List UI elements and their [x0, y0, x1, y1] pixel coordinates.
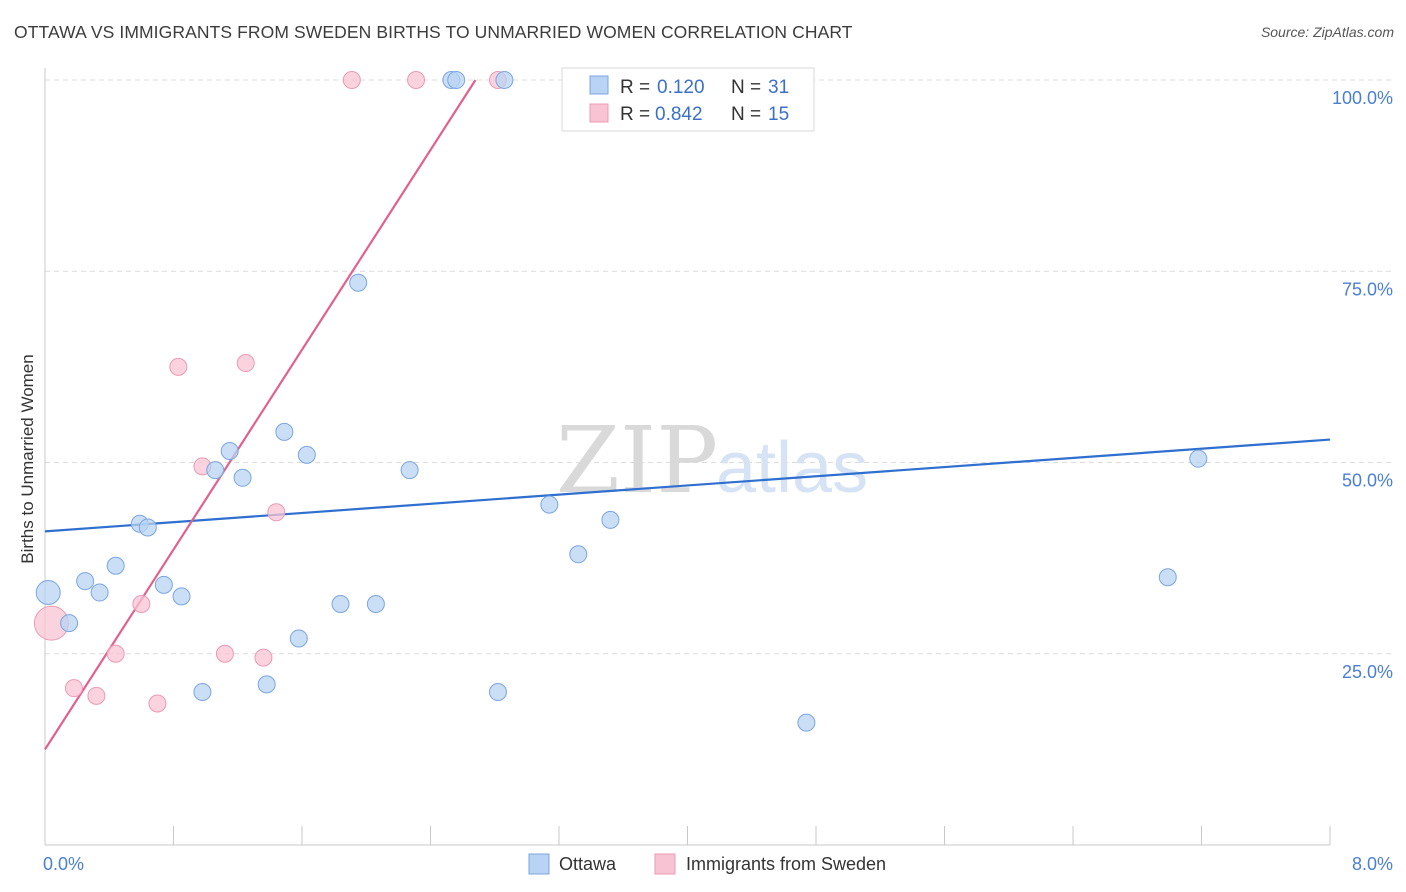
legend-swatch-ottawa	[589, 75, 609, 95]
x-axis-ticks	[44, 826, 1331, 845]
point-ottawa	[35, 580, 61, 606]
point-ottawa	[193, 683, 212, 701]
y-tick-label: 50.0%	[1342, 471, 1393, 491]
point-ottawa	[447, 71, 466, 89]
point-sweden	[169, 357, 188, 376]
point-ottawa	[400, 461, 419, 480]
y-tick-labels: 25.0% 50.0% 75.0% 100.0%	[1332, 88, 1393, 682]
point-ottawa	[206, 461, 225, 480]
point-sweden	[148, 694, 167, 713]
point-ottawa	[138, 518, 157, 537]
trend-lines	[44, 79, 1331, 750]
point-ottawa	[154, 575, 173, 594]
watermark-atlas: atlas	[716, 428, 868, 508]
y-tick-label: 25.0%	[1342, 662, 1393, 682]
point-ottawa	[106, 556, 125, 575]
source-label: Source: ZipAtlas.com	[1260, 24, 1394, 40]
y-tick-label: 75.0%	[1342, 279, 1393, 299]
point-sweden	[407, 71, 426, 89]
bottom-legend-label-sweden: Immigrants from Sweden	[686, 854, 886, 874]
point-ottawa	[220, 442, 239, 461]
legend-r-value-ottawa: 0.120	[657, 77, 705, 98]
point-sweden	[132, 595, 151, 614]
y-tick-label: 100.0%	[1332, 88, 1393, 108]
bottom-legend-swatch-ottawa	[528, 853, 550, 875]
point-sweden	[236, 354, 255, 373]
bottom-legend-label-ottawa: Ottawa	[559, 854, 617, 874]
point-ottawa	[233, 468, 252, 487]
series-legend: Ottawa Immigrants from Sweden	[528, 853, 886, 875]
legend-n-label-ottawa: N =	[731, 77, 761, 98]
legend-n-value-sweden: 15	[768, 104, 789, 125]
point-ottawa	[289, 629, 308, 648]
point-sweden	[342, 71, 361, 89]
point-ottawa	[540, 495, 559, 514]
point-ottawa	[275, 422, 294, 441]
point-ottawa	[331, 595, 350, 614]
point-ottawa	[60, 614, 79, 633]
point-ottawa	[569, 545, 588, 564]
trend-line-sweden	[44, 79, 477, 750]
point-ottawa	[488, 683, 507, 701]
x-tick-label-min: 0.0%	[43, 854, 84, 874]
point-ottawa	[90, 583, 109, 602]
point-ottawa	[601, 510, 620, 529]
legend-r-label-ottawa: R =	[620, 77, 650, 98]
trend-line-ottawa	[44, 438, 1331, 533]
chart-title: OTTAWA VS IMMIGRANTS FROM SWEDEN BIRTHS …	[14, 22, 853, 42]
legend-n-value-ottawa: 31	[768, 77, 789, 98]
legend-r-value-sweden: 0.842	[655, 104, 703, 125]
point-ottawa	[1158, 568, 1177, 587]
legend-n-label-sweden: N =	[731, 104, 761, 125]
point-sweden	[267, 503, 286, 522]
point-ottawa	[366, 595, 385, 614]
point-sweden	[64, 679, 83, 698]
point-ottawa	[297, 445, 316, 464]
point-sweden	[87, 686, 106, 705]
watermark-zip: ZIP	[556, 407, 718, 514]
point-ottawa	[797, 713, 816, 732]
point-ottawa	[1189, 449, 1208, 468]
bottom-legend-swatch-sweden	[654, 853, 676, 875]
legend-r-label-sweden: R =	[620, 104, 650, 125]
point-ottawa	[257, 675, 276, 694]
point-ottawa	[172, 587, 191, 606]
point-ottawa	[495, 71, 514, 89]
point-ottawa	[349, 273, 368, 292]
point-sweden	[215, 644, 234, 663]
data-points	[33, 71, 1208, 732]
legend-swatch-sweden	[589, 103, 609, 123]
correlation-legend: R = 0.120 N = 31 R = 0.842 N = 15	[561, 67, 815, 132]
y-axis-label: Births to Unmarried Women	[18, 354, 37, 563]
point-sweden	[254, 648, 273, 667]
x-tick-label-max: 8.0%	[1352, 854, 1393, 874]
point-sweden	[106, 644, 125, 663]
point-ottawa	[76, 572, 95, 591]
